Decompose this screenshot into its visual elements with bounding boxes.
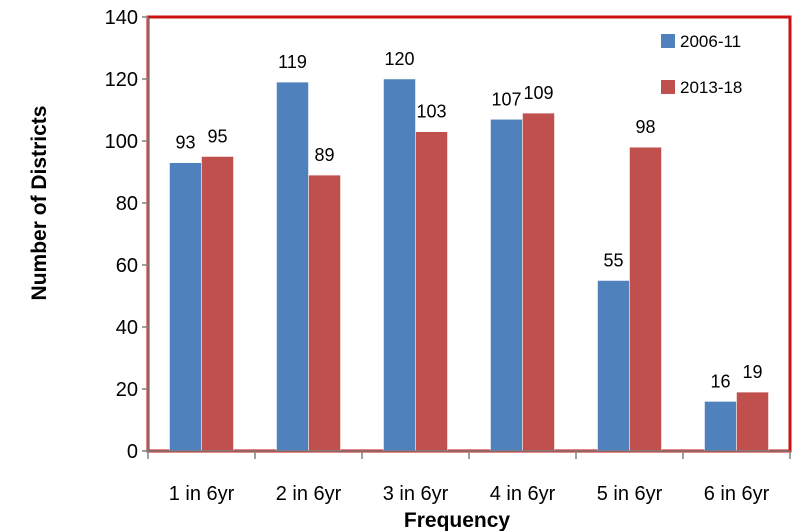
bar (169, 162, 202, 452)
data-label: 120 (384, 49, 414, 69)
x-category-label: 2 in 6yr (276, 483, 342, 505)
legend-label: 2013-18 (680, 78, 742, 97)
bar (522, 112, 555, 452)
data-labels-group: 93 95 119 89 120 103 107 109 55 98 16 19 (175, 49, 762, 391)
y-axis: 0 20 40 60 80 100 120 140 (105, 7, 149, 463)
y-tick-label: 0 (127, 441, 138, 463)
data-label: 89 (314, 145, 334, 165)
data-label: 55 (603, 251, 623, 271)
y-tick-label: 140 (105, 7, 138, 29)
x-category-label: 5 in 6yr (597, 483, 663, 505)
bar (597, 280, 630, 452)
data-label: 16 (710, 371, 730, 391)
x-axis-title: Frequency (404, 509, 511, 531)
bar (490, 119, 523, 452)
x-category-label: 3 in 6yr (383, 483, 449, 505)
bar (415, 131, 448, 452)
y-axis-title: Number of Districts (28, 106, 51, 301)
bar (629, 146, 662, 452)
bar (383, 78, 416, 452)
y-tick-label: 100 (105, 131, 138, 153)
x-category-label: 1 in 6yr (169, 483, 235, 505)
bar (276, 81, 309, 452)
x-axis: 1 in 6yr 2 in 6yr 3 in 6yr 4 in 6yr 5 in 6yr… (147, 450, 791, 505)
y-tick-label: 80 (116, 193, 138, 215)
data-label: 109 (523, 83, 553, 103)
y-tick-label: 120 (105, 69, 138, 91)
x-category-label: 4 in 6yr (490, 483, 556, 505)
data-label: 95 (207, 127, 227, 147)
data-label: 19 (742, 362, 762, 382)
data-label: 119 (278, 52, 307, 72)
x-category-label: 6 in 6yr (704, 483, 770, 505)
y-tick-label: 60 (116, 255, 138, 277)
bar (704, 401, 737, 452)
legend-swatch (661, 80, 675, 94)
data-label: 103 (416, 102, 446, 122)
y-tick-label: 20 (116, 379, 138, 401)
legend-label: 2006-11 (680, 32, 741, 51)
bar (736, 391, 769, 452)
data-label: 107 (491, 89, 521, 109)
bars-group (169, 78, 769, 452)
legend-swatch (661, 34, 675, 48)
data-label: 93 (175, 133, 195, 153)
legend: 2006-11 2013-18 (661, 32, 742, 97)
bar (201, 156, 234, 452)
data-label: 98 (635, 117, 655, 137)
bar (308, 174, 341, 452)
y-tick-label: 40 (116, 317, 138, 339)
